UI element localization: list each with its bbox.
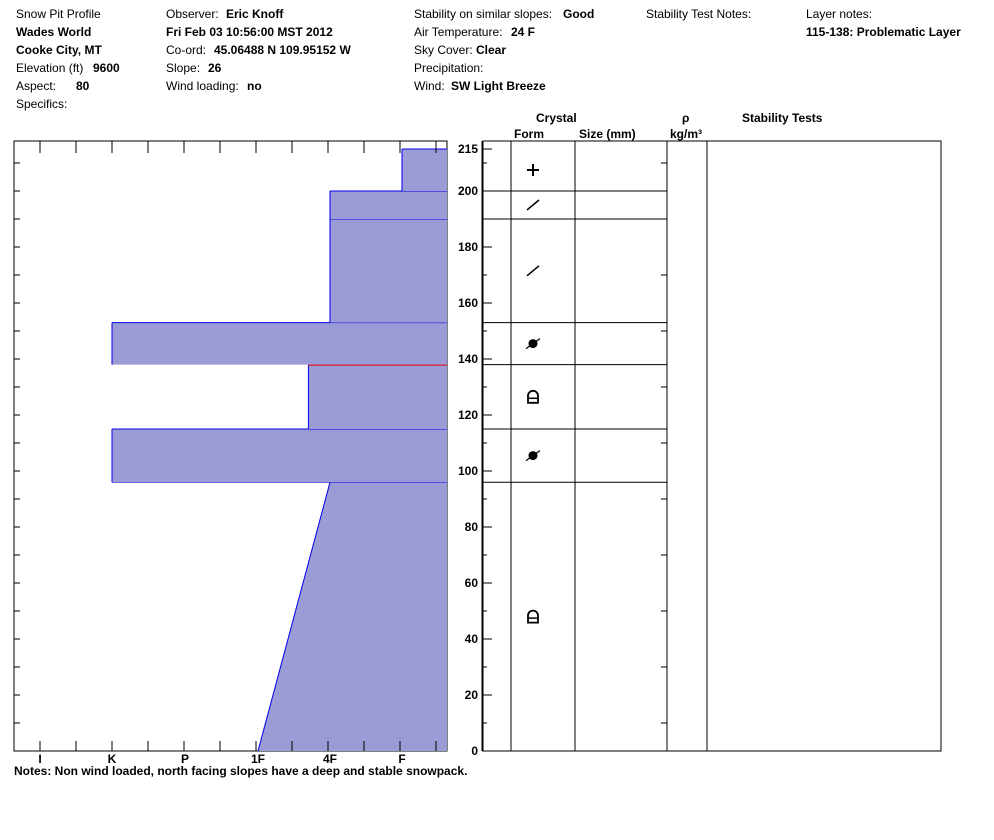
hardness-axis: I K P 1F 4F F [14, 141, 437, 766]
depth-tick-label: 160 [458, 296, 478, 310]
form-header: Form [514, 127, 544, 141]
hardness-layer-4 [330, 219, 447, 323]
hardness-tick-label: 4F [323, 752, 337, 766]
air-temp-label: Air Temperature: [414, 25, 503, 39]
crystal-new-snow-icon [527, 164, 539, 176]
hardness-layer-0 [258, 482, 447, 751]
location-name: Wades World [16, 25, 92, 39]
stability-label: Stability on similar slopes: [414, 7, 553, 21]
depth-tick-label: 200 [458, 184, 478, 198]
air-temp-value: 24 F [511, 25, 536, 39]
depth-tick-label: 100 [458, 464, 478, 478]
slope-value: 26 [208, 61, 222, 75]
crystal-decomposing-icon [526, 199, 540, 211]
hardness-layer-5 [330, 191, 447, 219]
stability-value: Good [563, 7, 595, 21]
depth-tick-label: 140 [458, 352, 478, 366]
coord-label: Co-ord: [166, 43, 207, 57]
depth-tick-label: 20 [465, 688, 479, 702]
stability-test-notes-label: Stability Test Notes: [646, 7, 752, 21]
stability-tests-header: Stability Tests [742, 111, 823, 125]
crystal-rounded-faceted-icon [527, 389, 539, 404]
observer-label: Observer: [166, 7, 219, 21]
specifics-label: Specifics: [16, 97, 68, 111]
hardness-tick-label: F [398, 752, 405, 766]
elevation-label: Elevation (ft) [16, 61, 84, 75]
hardness-tick-label: I [38, 752, 41, 766]
layer-table-rows [483, 190, 667, 483]
elevation-value: 9600 [93, 61, 120, 75]
crystal-header: Crystal [536, 111, 577, 125]
sky-value: Clear [476, 43, 507, 57]
depth-tick-label: 0 [471, 744, 478, 758]
depth-tick-label: 60 [465, 576, 479, 590]
page-title: Snow Pit Profile [16, 7, 101, 21]
layer-edge-0 [257, 482, 331, 752]
hardness-tick-label: K [108, 752, 117, 766]
wind-label: Wind: [414, 79, 445, 93]
crystal-surface-hoar-icon [525, 338, 541, 350]
hardness-layer-3 [112, 322, 447, 365]
place-name: Cooke City, MT [16, 43, 102, 57]
depth-axis: 0 20 40 60 80 100 120 140 160 180 200 215 [458, 142, 667, 758]
datetime: Fri Feb 03 10:56:00 MST 2012 [166, 25, 333, 39]
aspect-label: Aspect: [16, 79, 57, 93]
wind-loading-label: Wind loading: [166, 79, 239, 93]
layer-table-frame [482, 140, 942, 752]
sky-label: Sky Cover: [414, 43, 473, 57]
layer-notes-label: Layer notes: [806, 7, 873, 21]
crystal-decomposing-icon [526, 265, 540, 277]
coord-value: 45.06488 N 109.95152 W [214, 43, 351, 57]
observer-value: Eric Knoff [226, 7, 284, 21]
aspect-value: 80 [76, 79, 90, 93]
hardness-layer-1 [112, 429, 447, 483]
precip-label: Precipitation: [414, 61, 484, 75]
hardness-tick-label: P [181, 752, 189, 766]
hardness-layers [111, 148, 447, 752]
density-header: ρ [682, 111, 690, 125]
hardness-layer-2 [308, 364, 447, 429]
wind-loading-value: no [247, 79, 262, 93]
depth-tick-label: 40 [465, 632, 479, 646]
depth-tick-label: 215 [458, 142, 478, 156]
hardness-layer-6 [402, 149, 447, 191]
layer-notes-value: 115-138: Problematic Layer [806, 25, 961, 39]
wind-value: SW Light Breeze [451, 79, 546, 93]
crystal-surface-hoar-icon [525, 450, 541, 462]
density-unit-header: kg/m³ [670, 127, 703, 141]
depth-tick-label: 180 [458, 240, 478, 254]
hardness-tick-label: 1F [251, 752, 265, 766]
crystal-form-symbols [525, 164, 541, 624]
crystal-rounded-faceted-icon [527, 609, 539, 624]
notes: Notes: Non wind loaded, north facing slo… [14, 764, 468, 778]
depth-tick-label: 80 [465, 520, 479, 534]
depth-tick-label: 120 [458, 408, 478, 422]
size-header: Size (mm) [579, 127, 636, 141]
slope-label: Slope: [166, 61, 201, 75]
